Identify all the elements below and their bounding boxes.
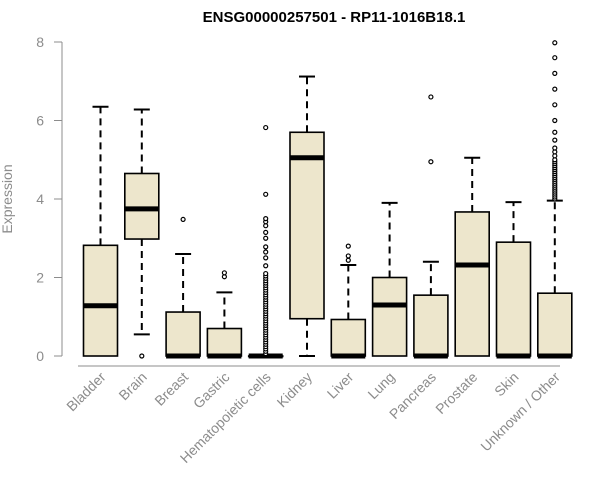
box-5: [289, 75, 325, 357]
y-tick-label: 8: [36, 34, 44, 50]
y-tick-label: 0: [36, 348, 44, 364]
box-8: [413, 94, 449, 359]
box-3: [206, 270, 243, 359]
box-iqr: [413, 294, 449, 357]
outlier-point: [263, 255, 269, 261]
y-tick-label: 6: [36, 113, 44, 129]
box-2: [165, 216, 201, 359]
outlier-point: [552, 55, 558, 61]
outlier-point: [552, 86, 558, 92]
outlier-point: [345, 253, 351, 259]
x-category-label: Brain: [115, 369, 149, 403]
box-4: [247, 124, 284, 359]
outlier-point: [263, 244, 269, 250]
outlier-point: [428, 159, 434, 165]
box-0: [82, 105, 119, 357]
box-7: [371, 201, 408, 357]
x-category-label: Lung: [364, 369, 397, 402]
outlier-point: [552, 70, 558, 77]
y-axis-label: Expression: [0, 164, 15, 233]
box-11: [536, 40, 573, 359]
outlier-point: [552, 145, 558, 151]
box-iqr: [82, 244, 119, 357]
x-category-label: Prostate: [432, 369, 480, 417]
outlier-point: [552, 129, 558, 135]
outlier-point: [263, 229, 269, 235]
outlier-point: [552, 40, 558, 46]
box-10: [495, 201, 532, 359]
outlier-point: [263, 249, 269, 255]
outlier-point: [552, 102, 558, 108]
x-category-label: Skin: [491, 369, 522, 400]
box-iqr: [371, 276, 408, 357]
outlier-point: [139, 353, 145, 359]
box-9: [454, 156, 491, 357]
box-iqr: [536, 292, 573, 357]
x-category-label: Kidney: [274, 369, 316, 411]
outlier-point: [263, 124, 269, 131]
box-iqr: [165, 311, 201, 357]
y-tick-label: 4: [36, 191, 44, 207]
box-iqr: [206, 327, 243, 357]
y-tick-label: 2: [36, 270, 44, 286]
x-category-label: Breast: [151, 369, 191, 409]
outlier-point: [263, 191, 269, 197]
box-iqr: [124, 172, 160, 240]
x-category-label: Bladder: [63, 369, 109, 415]
box-iqr: [454, 211, 491, 357]
outlier-point: [180, 216, 186, 223]
box-6: [330, 243, 367, 359]
outlier-point: [345, 257, 351, 263]
outlier-point: [263, 263, 269, 269]
box-iqr: [289, 131, 325, 320]
box-iqr: [495, 241, 532, 357]
outlier-point: [552, 137, 558, 143]
x-category-label: Liver: [324, 369, 357, 402]
y-axis-ticks: 0 2 4 6 8: [36, 34, 62, 364]
box-1: [124, 108, 160, 359]
box-iqr: [330, 318, 367, 357]
outlier-point: [263, 270, 269, 277]
outlier-point: [428, 94, 434, 100]
chart-title: ENSG00000257501 - RP11-1016B18.1: [203, 9, 466, 26]
outlier-point: [221, 270, 227, 276]
outlier-point: [263, 216, 269, 222]
outlier-point: [263, 235, 269, 241]
outlier-point: [345, 243, 351, 249]
outlier-point: [552, 117, 558, 124]
boxes-group: [82, 40, 573, 359]
